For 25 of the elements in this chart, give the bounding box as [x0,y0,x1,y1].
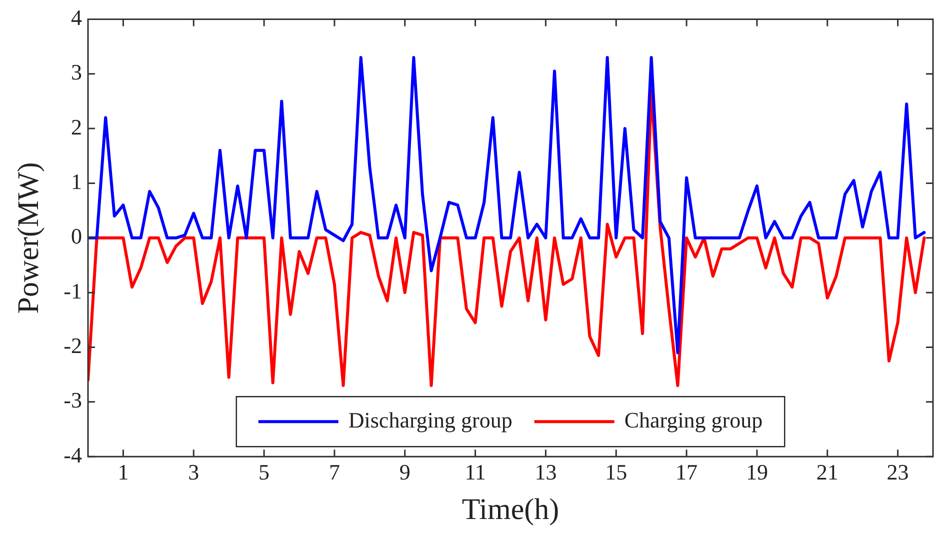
legend-label: Charging group [624,407,763,432]
x-tick-label: 5 [258,460,270,485]
x-tick-label: 23 [886,460,909,485]
x-tick-label: 7 [328,460,340,485]
y-tick-label: 1 [71,169,82,194]
y-tick-label: 2 [71,114,82,140]
x-tick-label: 17 [676,460,698,485]
x-tick-label: 9 [399,460,410,485]
y-tick-label: -3 [64,388,82,413]
legend-label: Discharging group [348,407,512,432]
y-tick-label: -4 [64,442,82,468]
x-tick-label: 1 [118,460,129,485]
y-tick-label: -2 [64,333,82,358]
x-tick-label: 13 [534,460,557,485]
x-tick-label: 15 [605,460,628,485]
y-tick-label: 0 [71,224,82,249]
x-tick-label: 11 [464,460,486,485]
x-tick-label: 3 [188,460,200,485]
x-tick-label: 21 [816,460,838,485]
x-tick-label: 19 [746,460,768,485]
y-axis-title: Power(MW) [12,162,45,314]
y-tick-label: 3 [71,60,82,85]
x-axis-title: Time(h) [462,492,560,526]
y-tick-label: -1 [64,278,82,304]
y-tick-label: 4 [71,4,82,30]
